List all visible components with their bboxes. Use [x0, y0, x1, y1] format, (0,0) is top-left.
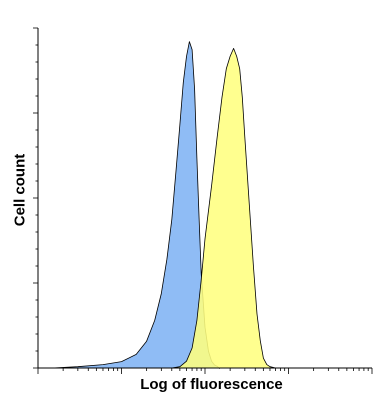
histogram-series-2 [171, 48, 276, 369]
histogram-series-1 [52, 41, 221, 369]
y-axis-label: Cell count [11, 153, 29, 227]
x-axis-label: Log of fluorescence [140, 376, 283, 393]
